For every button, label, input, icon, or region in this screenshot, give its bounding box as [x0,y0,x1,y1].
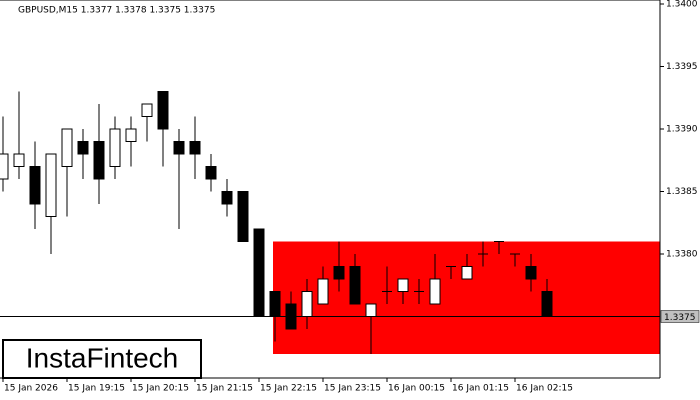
x-tick-label: 16 Jan 02:15 [516,384,573,394]
x-tick-label: 15 Jan 19:15 [68,384,125,394]
watermark: InstaFintech [26,342,179,373]
x-tick-label: 16 Jan 01:15 [452,384,509,394]
y-tick-label: 1.3380 [666,250,698,260]
price-label: 1.3375 [664,313,696,323]
candle-body [125,128,137,142]
y-tick-label: 1.3400 [666,0,698,10]
candle-body [333,266,345,280]
candle-body [349,266,361,305]
y-tick-label: 1.3390 [666,125,698,135]
candle-body [157,91,169,130]
candle-body [541,291,553,317]
candle-body [237,191,249,242]
x-tick-label: 15 Jan 20:15 [132,384,189,394]
candle-body [269,291,281,317]
candle-body [429,278,441,305]
candle-body [221,191,233,205]
candle-body [61,128,73,167]
candle-body [93,141,105,180]
y-tick-label: 1.3395 [666,62,698,72]
candle-body [301,291,313,317]
watermark-box [2,339,202,379]
candle-body [317,278,329,305]
x-tick-label: 15 Jan 2026 [4,384,58,394]
candle-body [173,141,185,155]
candle-body [189,141,201,155]
candle-body [205,166,217,180]
candle-body [253,228,265,317]
candle-body [109,128,121,167]
candle-body [141,103,153,117]
candle-body [461,266,473,280]
price-label-box [660,310,700,323]
candle-body [29,166,41,205]
candle-body [285,303,297,330]
y-tick-label: 1.3385 [666,187,698,197]
chart-title: GBPUSD,M15 1.3377 1.3378 1.3375 1.3375 [18,6,215,16]
x-tick-label: 15 Jan 23:15 [324,384,381,394]
x-tick-label: 15 Jan 22:15 [260,384,317,394]
candle-body [0,153,9,180]
candle-body [397,278,409,292]
candle-body [77,141,89,155]
x-tick-label: 16 Jan 00:15 [388,384,445,394]
candle-body [45,153,57,217]
candle-body [13,153,25,167]
candle-body [525,266,537,280]
x-tick-label: 15 Jan 21:15 [196,384,253,394]
candle-body [365,303,377,317]
